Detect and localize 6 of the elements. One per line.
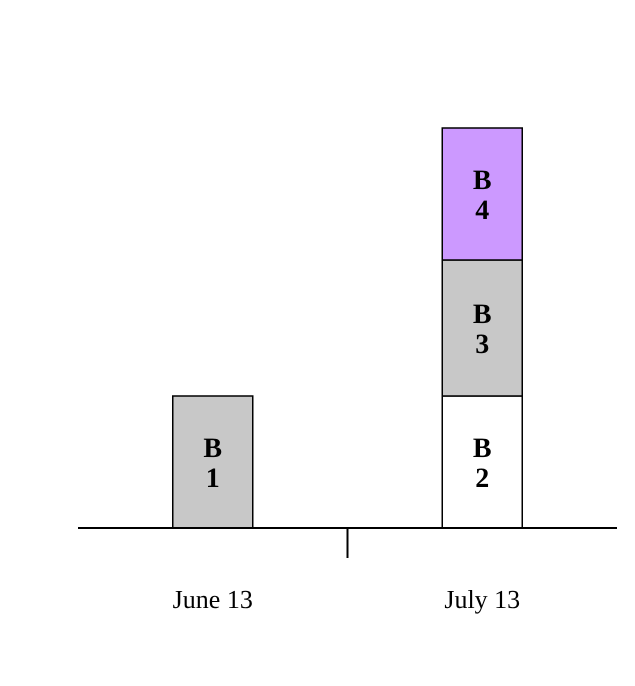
series-label: B 2 <box>472 433 492 494</box>
series-label: B 4 <box>472 165 492 226</box>
series-label: B 3 <box>472 299 492 360</box>
x-tick-label: June 13 <box>172 585 253 614</box>
series-label: B 1 <box>203 433 222 494</box>
x-tick-label: July 13 <box>444 585 520 614</box>
